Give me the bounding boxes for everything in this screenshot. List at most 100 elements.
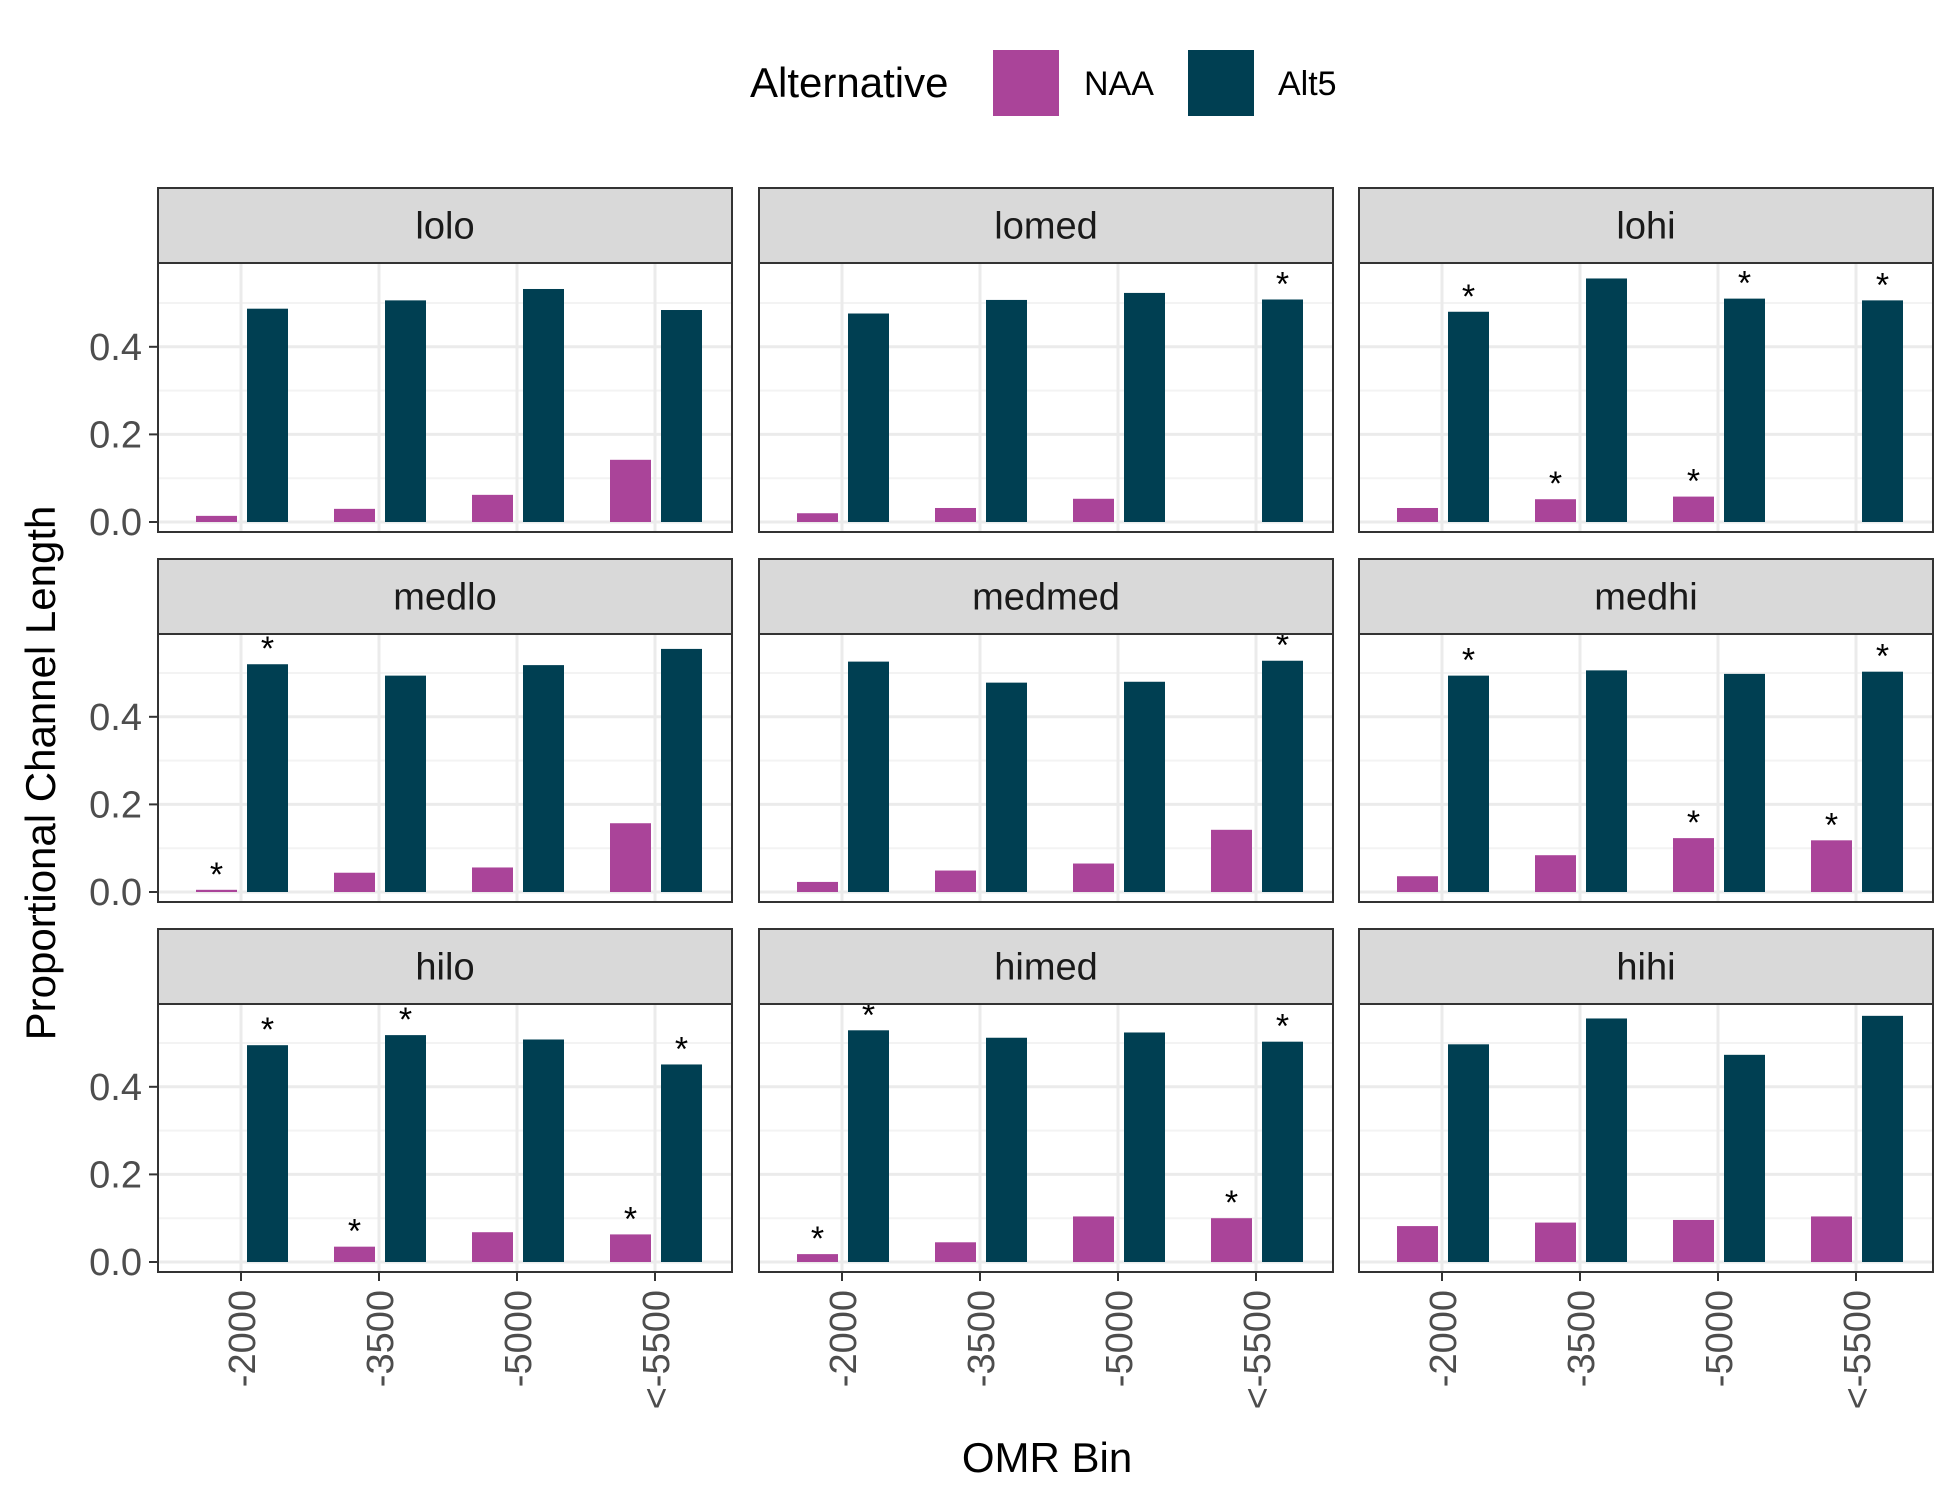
bar-hilo-alt5-5500 <box>661 1064 702 1262</box>
bar-lohi-alt5-5000 <box>1724 298 1765 522</box>
facet-medhi: * * * * medhi <box>1358 558 1934 903</box>
bar-hihi-alt5-5500 <box>1862 1015 1903 1262</box>
bar-lolo-alt5-5000 <box>523 288 564 522</box>
y-tick-label: 0.2 <box>89 1154 142 1196</box>
bar-lohi-alt5-5500 <box>1862 300 1903 522</box>
significance-marker: * <box>811 1220 824 1258</box>
bar-hilo-alt5-5000 <box>523 1039 564 1262</box>
facet-medlo: * * medlo 0.0 0.2 0.4 <box>89 558 733 914</box>
bar-medhi-naa-5500 <box>1811 840 1852 892</box>
bar-lohi-alt5-3500 <box>1586 278 1627 522</box>
strip-label: medmed <box>972 577 1120 619</box>
bar-medmed-alt5-3500 <box>986 682 1027 892</box>
bar-hihi-alt5-3500 <box>1586 1018 1627 1262</box>
bar-hihi-naa-5500 <box>1811 1216 1852 1262</box>
bar-lomed-naa-3500 <box>935 507 976 522</box>
strip-background <box>157 187 733 264</box>
x-tick-label: -3500 <box>360 1290 402 1387</box>
y-tick-label: 0.0 <box>89 502 142 544</box>
significance-marker: * <box>1462 278 1475 316</box>
significance-marker: * <box>1738 265 1751 303</box>
bar-lohi-naa-5000 <box>1673 496 1714 522</box>
x-tick-label: -5000 <box>1099 1290 1141 1387</box>
x-tick-label: <-5500 <box>1837 1290 1879 1409</box>
significance-marker: * <box>261 1011 274 1049</box>
bar-lolo-alt5-5500 <box>661 310 702 522</box>
significance-marker: * <box>1276 1008 1289 1046</box>
bar-lohi-naa-3500 <box>1535 499 1576 522</box>
bar-medhi-alt5-5000 <box>1724 673 1765 892</box>
bar-medlo-naa-5000 <box>472 867 513 892</box>
bar-medlo-alt5-5500 <box>661 648 702 892</box>
bar-medhi-naa-5000 <box>1673 838 1714 892</box>
strip-background <box>157 558 733 635</box>
bar-lohi-alt5-2000 <box>1448 311 1489 522</box>
significance-marker: * <box>210 856 223 894</box>
bar-medhi-alt5-3500 <box>1586 670 1627 892</box>
bar-medhi-alt5-5500 <box>1862 671 1903 892</box>
facet-hihi: hihi -2000 -3500 -5000 <-5500 <box>1358 928 1934 1409</box>
x-tick-label: -2000 <box>823 1290 865 1387</box>
bar-lolo-alt5-2000 <box>247 308 288 522</box>
facet-himed: * * * * himed -2000 -3500 -5000 <-5500 <box>758 928 1334 1409</box>
y-tick-label: 0.0 <box>89 872 142 914</box>
bar-lolo-naa-3500 <box>334 508 375 522</box>
strip-label: himed <box>994 947 1098 989</box>
x-tick-label: -3500 <box>961 1290 1003 1387</box>
strip-background <box>758 558 1334 635</box>
x-tick-label: <-5500 <box>636 1290 678 1409</box>
bar-lomed-naa-5000 <box>1073 498 1114 522</box>
legend-label-alt5: Alt5 <box>1278 65 1337 103</box>
bar-medmed-naa-3500 <box>935 870 976 892</box>
strip-background <box>1358 928 1934 1005</box>
significance-marker: * <box>675 1030 688 1068</box>
bar-medhi-alt5-2000 <box>1448 675 1489 892</box>
bar-lolo-naa-5500 <box>610 459 651 522</box>
significance-marker: * <box>399 1001 412 1039</box>
bar-lomed-alt5-3500 <box>986 299 1027 522</box>
bar-himed-alt5-5500 <box>1262 1041 1303 1262</box>
significance-marker: * <box>1687 463 1700 501</box>
y-axis-title: Proportional Channel Length <box>17 506 64 1041</box>
strip-background <box>758 928 1334 1005</box>
x-tick-label: -2000 <box>222 1290 264 1387</box>
bar-medhi-naa-3500 <box>1535 855 1576 892</box>
facet-lohi: * * * * * lohi <box>1358 187 1934 533</box>
bar-lohi-naa-2000 <box>1397 507 1438 522</box>
bar-lolo-naa-5000 <box>472 494 513 522</box>
bar-himed-alt5-3500 <box>986 1037 1027 1262</box>
panel-background <box>158 1004 732 1272</box>
bar-himed-naa-5500 <box>1211 1218 1252 1262</box>
x-tick-label: <-5500 <box>1237 1290 1279 1409</box>
bar-hilo-alt5-2000 <box>247 1045 288 1262</box>
bar-hihi-alt5-2000 <box>1448 1044 1489 1262</box>
y-tick-label: 0.2 <box>89 414 142 456</box>
y-tick-label: 0.0 <box>89 1242 142 1284</box>
significance-marker: * <box>1876 266 1889 304</box>
facet-lomed: * lomed <box>758 187 1334 533</box>
strip-label: medhi <box>1594 577 1698 619</box>
bar-medmed-alt5-5000 <box>1124 681 1165 892</box>
significance-marker: * <box>348 1213 361 1251</box>
x-axis-title: OMR Bin <box>962 1434 1132 1481</box>
strip-label: hilo <box>415 947 474 989</box>
bar-hihi-naa-3500 <box>1535 1222 1576 1262</box>
strip-background <box>1358 558 1934 635</box>
strip-label: lohi <box>1616 206 1675 248</box>
x-tick-label: -2000 <box>1423 1290 1465 1387</box>
significance-marker: * <box>1462 642 1475 680</box>
y-tick-label: 0.4 <box>89 327 142 369</box>
bar-medlo-alt5-5000 <box>523 665 564 892</box>
bar-medmed-naa-5000 <box>1073 863 1114 892</box>
bar-medhi-naa-2000 <box>1397 876 1438 892</box>
legend-label-naa: NAA <box>1084 65 1154 103</box>
significance-marker: * <box>1876 638 1889 676</box>
significance-marker: * <box>1276 627 1289 665</box>
bar-medlo-naa-3500 <box>334 872 375 892</box>
bar-hilo-naa-3500 <box>334 1246 375 1262</box>
bar-lomed-alt5-5500 <box>1262 299 1303 522</box>
bar-hihi-naa-5000 <box>1673 1219 1714 1262</box>
bar-lomed-alt5-5000 <box>1124 292 1165 522</box>
